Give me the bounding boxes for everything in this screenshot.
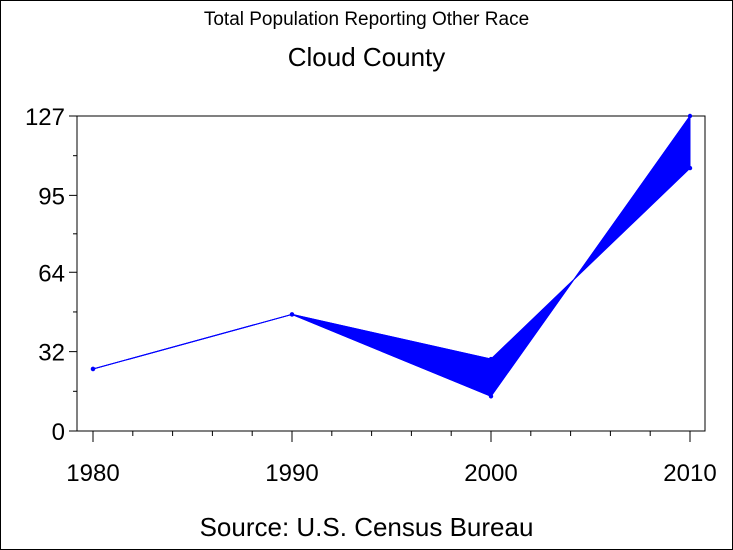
series-line [92,115,691,397]
chart-title: Cloud County [287,42,446,72]
data-point [289,312,295,317]
series-layer [90,113,693,399]
data-point [90,366,96,372]
data-point [687,165,693,171]
data-point [687,113,693,119]
y-tick-label: 127 [25,104,65,131]
plot-area [76,115,706,432]
chart-subtitle: Total Population Reporting Other Race [203,9,530,30]
x-tick-label: 2000 [464,460,517,487]
data-point [488,394,494,399]
chart-plot: 0 32 64 95 127 1980 1990 2000 2010 [25,104,717,487]
x-tick-label: 1990 [265,460,318,487]
y-tick-label: 0 [52,419,65,446]
x-axis: 1980 1990 2000 2010 [66,431,717,487]
y-tick-label: 32 [38,340,65,367]
y-axis: 0 32 64 95 127 [25,104,77,446]
data-point [488,356,494,362]
x-tick-label: 1980 [66,460,119,487]
y-tick-label: 64 [38,260,65,287]
x-tick-label: 2010 [663,460,716,487]
y-tick-label: 95 [38,183,65,210]
chart-source: Source: U.S. Census Bureau [199,512,534,542]
